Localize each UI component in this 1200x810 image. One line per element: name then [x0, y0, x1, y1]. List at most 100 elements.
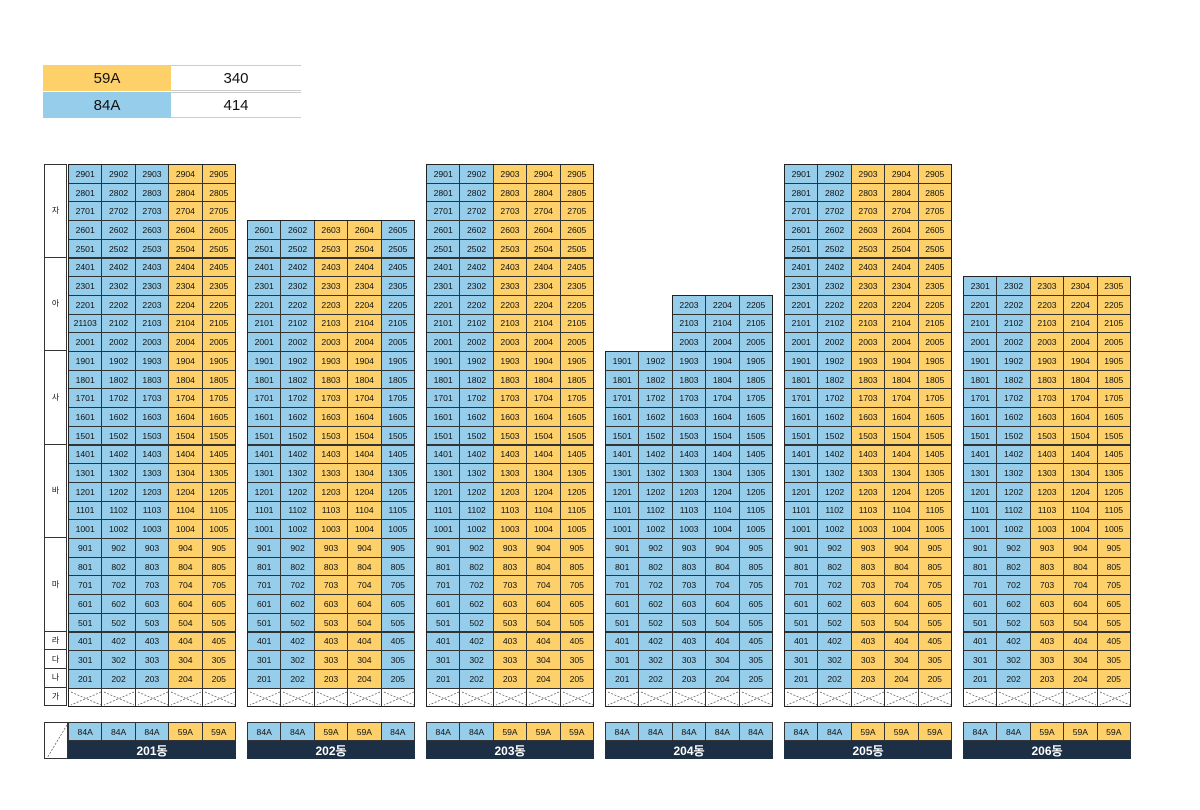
unit-cell: 1105: [380, 500, 415, 521]
unit-cell: 2402: [280, 257, 315, 278]
unit-cell: 1802: [817, 369, 852, 390]
unit-cell: 2805: [917, 182, 952, 203]
unit-cell: 1402: [280, 444, 315, 465]
unit-cell: 1805: [559, 369, 594, 390]
unit-cell: 605: [380, 594, 415, 614]
unit-cell: 705: [380, 575, 415, 596]
unit-cell: 1902: [101, 351, 136, 371]
unit-cell: 1604: [1063, 407, 1098, 427]
unit-cell: 805: [201, 556, 236, 577]
unit-cell: 1803: [671, 369, 707, 390]
unit-cell: 2704: [168, 201, 203, 222]
unit-cell: 1003: [850, 519, 886, 539]
unit-cell: 2401: [784, 257, 819, 278]
unit-cell: 1505: [738, 425, 773, 446]
unit-cell: 1804: [1063, 369, 1098, 390]
unit-cell: 1501: [605, 425, 640, 446]
unit-cell: 1505: [559, 425, 594, 446]
unit-cell: 1901: [68, 351, 103, 371]
unit-cell: 1604: [168, 407, 203, 427]
unit-cell: 1105: [738, 500, 773, 521]
unit-cell: 1802: [459, 369, 494, 390]
unit-cell: 2803: [492, 182, 528, 203]
empty-ground-cell: [917, 687, 952, 708]
footer-unit-type: 59A: [1096, 722, 1131, 741]
unit-cell: 2802: [817, 182, 852, 203]
unit-cell: 1002: [459, 519, 494, 539]
unit-cell: 1403: [1029, 444, 1065, 465]
unit-cell: 304: [1063, 650, 1098, 670]
unit-cell: 2101: [247, 313, 282, 334]
unit-cell: 1401: [963, 444, 998, 465]
unit-cell: 1701: [963, 388, 998, 409]
unit-cell: 1703: [1029, 388, 1065, 409]
footer-unit-type: 84A: [426, 722, 461, 741]
unit-cell: 1504: [526, 425, 561, 446]
unit-cell: 2104: [168, 313, 203, 334]
unit-cell: 1905: [201, 351, 236, 371]
unit-cell: 2503: [492, 238, 528, 259]
unit-cell: 2005: [201, 332, 236, 352]
unit-cell: 201: [247, 668, 282, 689]
unit-cell: 2105: [201, 313, 236, 334]
empty-ground-cell: [784, 687, 819, 708]
unit-cell: 2502: [459, 238, 494, 259]
unit-cell: 1605: [1096, 407, 1131, 427]
unit-cell: 205: [559, 668, 594, 689]
unit-cell: 1201: [247, 481, 282, 502]
unit-cell: 1001: [784, 519, 819, 539]
unit-cell: 1805: [201, 369, 236, 390]
unit-cell: 1005: [917, 519, 952, 539]
unit-cell: 1604: [884, 407, 919, 427]
unit-cell: 2902: [101, 164, 136, 184]
unit-cell: 703: [134, 575, 170, 596]
unit-cell: 2905: [917, 164, 952, 184]
unit-cell: 2102: [101, 313, 136, 334]
unit-cell: 803: [313, 556, 349, 577]
unit-cell: 404: [1063, 631, 1098, 652]
unit-cell: 1604: [347, 407, 382, 427]
unit-cell: 305: [917, 650, 952, 670]
unit-cell: 1903: [850, 351, 886, 371]
unit-cell: 2603: [313, 220, 349, 240]
unit-cell: 2003: [1029, 332, 1065, 352]
unit-cell: 1503: [850, 425, 886, 446]
unit-cell: 1603: [134, 407, 170, 427]
unit-cell: 1101: [784, 500, 819, 521]
unit-cell: 2005: [380, 332, 415, 352]
unit-cell: 1501: [247, 425, 282, 446]
unit-cell: 2304: [1063, 276, 1098, 296]
unit-cell: 402: [101, 631, 136, 652]
unit-cell: 501: [784, 612, 819, 633]
unit-cell: 2204: [347, 294, 382, 315]
unit-cell: 503: [313, 612, 349, 633]
unit-cell: 1102: [638, 500, 673, 521]
unit-cell: 2103: [671, 313, 707, 334]
unit-cell: 203: [850, 668, 886, 689]
unit-cell: 1405: [559, 444, 594, 465]
unit-cell: 2004: [705, 332, 740, 352]
unit-cell: 402: [996, 631, 1031, 652]
unit-cell: 1501: [68, 425, 103, 446]
unit-cell: 2204: [168, 294, 203, 315]
unit-cell: 2102: [459, 313, 494, 334]
unit-cell: 1203: [313, 481, 349, 502]
empty-ground-cell: [605, 687, 640, 708]
unit-cell: 1002: [996, 519, 1031, 539]
unit-cell: 1503: [134, 425, 170, 446]
footer-unit-type: 59A: [1029, 722, 1065, 741]
unit-cell: 303: [492, 650, 528, 670]
unit-cell: 1605: [917, 407, 952, 427]
unit-cell: 2301: [247, 276, 282, 296]
unit-cell: 1304: [347, 463, 382, 483]
unit-cell: 2403: [850, 257, 886, 278]
unit-cell: 2105: [380, 313, 415, 334]
unit-cell: 2902: [817, 164, 852, 184]
unit-cell: 2501: [426, 238, 461, 259]
unit-cell: 1704: [526, 388, 561, 409]
unit-cell: 2405: [559, 257, 594, 278]
unit-cell: 1402: [996, 444, 1031, 465]
unit-cell: 2901: [426, 164, 461, 184]
unit-cell: 704: [168, 575, 203, 596]
unit-cell: 1405: [201, 444, 236, 465]
